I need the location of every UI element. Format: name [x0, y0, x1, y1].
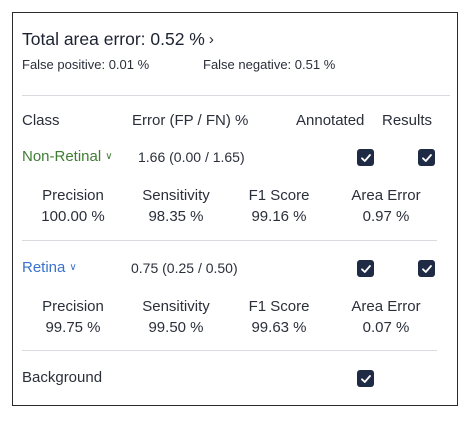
- metric-value: 98.35 %: [148, 208, 204, 225]
- class-error-value: 1.66 (0.00 / 1.65): [138, 149, 245, 165]
- metric-sensitivity: Sensitivity 98.35 %: [121, 185, 231, 227]
- metric-precision: Precision 99.75 %: [18, 296, 128, 338]
- metric-value: 0.07 %: [362, 319, 410, 336]
- results-checkbox-non-retinal[interactable]: [418, 149, 435, 166]
- check-icon: [421, 153, 432, 162]
- class-dropdown-retina[interactable]: Retina ∨: [22, 259, 77, 276]
- metric-area-error: Area Error 0.97 %: [331, 185, 441, 227]
- metric-precision: Precision 100.00 %: [18, 185, 128, 227]
- divider: [22, 95, 450, 96]
- chevron-down-icon: ∨: [105, 151, 113, 162]
- metric-f1-score: F1 Score 99.16 %: [224, 185, 334, 227]
- metric-label: F1 Score: [248, 298, 310, 315]
- metric-value: 99.75 %: [45, 319, 101, 336]
- false-negative-text: False negative: 0.51 %: [203, 57, 336, 72]
- chevron-right-icon: ›: [208, 31, 214, 48]
- class-name-background: Background: [22, 369, 103, 386]
- check-icon: [360, 153, 371, 162]
- header-results: Results: [382, 112, 433, 129]
- metric-label: Precision: [42, 187, 104, 204]
- metric-value: 99.50 %: [148, 319, 204, 336]
- metric-label: Precision: [42, 298, 104, 315]
- metric-label: Sensitivity: [142, 187, 210, 204]
- metric-sensitivity: Sensitivity 99.50 %: [121, 296, 231, 338]
- class-error-value: 0.75 (0.25 / 0.50): [131, 260, 238, 276]
- metric-label: F1 Score: [248, 187, 310, 204]
- header-error: Error (FP / FN) %: [132, 112, 249, 129]
- area-error-panel: Total area error: 0.52 % › False positiv…: [12, 12, 458, 406]
- annotated-checkbox-retina[interactable]: [357, 260, 374, 277]
- false-positive-text: False positive: 0.01 %: [22, 57, 150, 72]
- header-annotated: Annotated: [296, 112, 365, 129]
- annotated-checkbox-background[interactable]: [357, 370, 374, 387]
- header-class: Class: [22, 112, 60, 129]
- total-area-error-label: Total area error: 0.52 %: [22, 29, 205, 49]
- class-dropdown-non-retinal[interactable]: Non-Retinal ∨: [22, 148, 113, 165]
- check-icon: [360, 264, 371, 273]
- metric-label: Area Error: [351, 298, 421, 315]
- divider: [22, 240, 437, 241]
- metric-f1-score: F1 Score 99.63 %: [224, 296, 334, 338]
- metric-label: Area Error: [351, 187, 421, 204]
- metric-value: 0.97 %: [362, 208, 410, 225]
- metric-label: Sensitivity: [142, 298, 210, 315]
- class-name: Non-Retinal: [22, 148, 102, 165]
- results-checkbox-retina[interactable]: [418, 260, 435, 277]
- annotated-checkbox-non-retinal[interactable]: [357, 149, 374, 166]
- divider: [22, 350, 437, 351]
- class-name: Retina: [22, 259, 66, 276]
- check-icon: [360, 374, 371, 383]
- chevron-down-icon: ∨: [69, 262, 77, 273]
- metric-value: 100.00 %: [41, 208, 105, 225]
- metric-value: 99.16 %: [251, 208, 307, 225]
- total-area-error-toggle[interactable]: Total area error: 0.52 % ›: [22, 29, 214, 50]
- check-icon: [421, 264, 432, 273]
- metric-area-error: Area Error 0.07 %: [331, 296, 441, 338]
- metric-value: 99.63 %: [251, 319, 307, 336]
